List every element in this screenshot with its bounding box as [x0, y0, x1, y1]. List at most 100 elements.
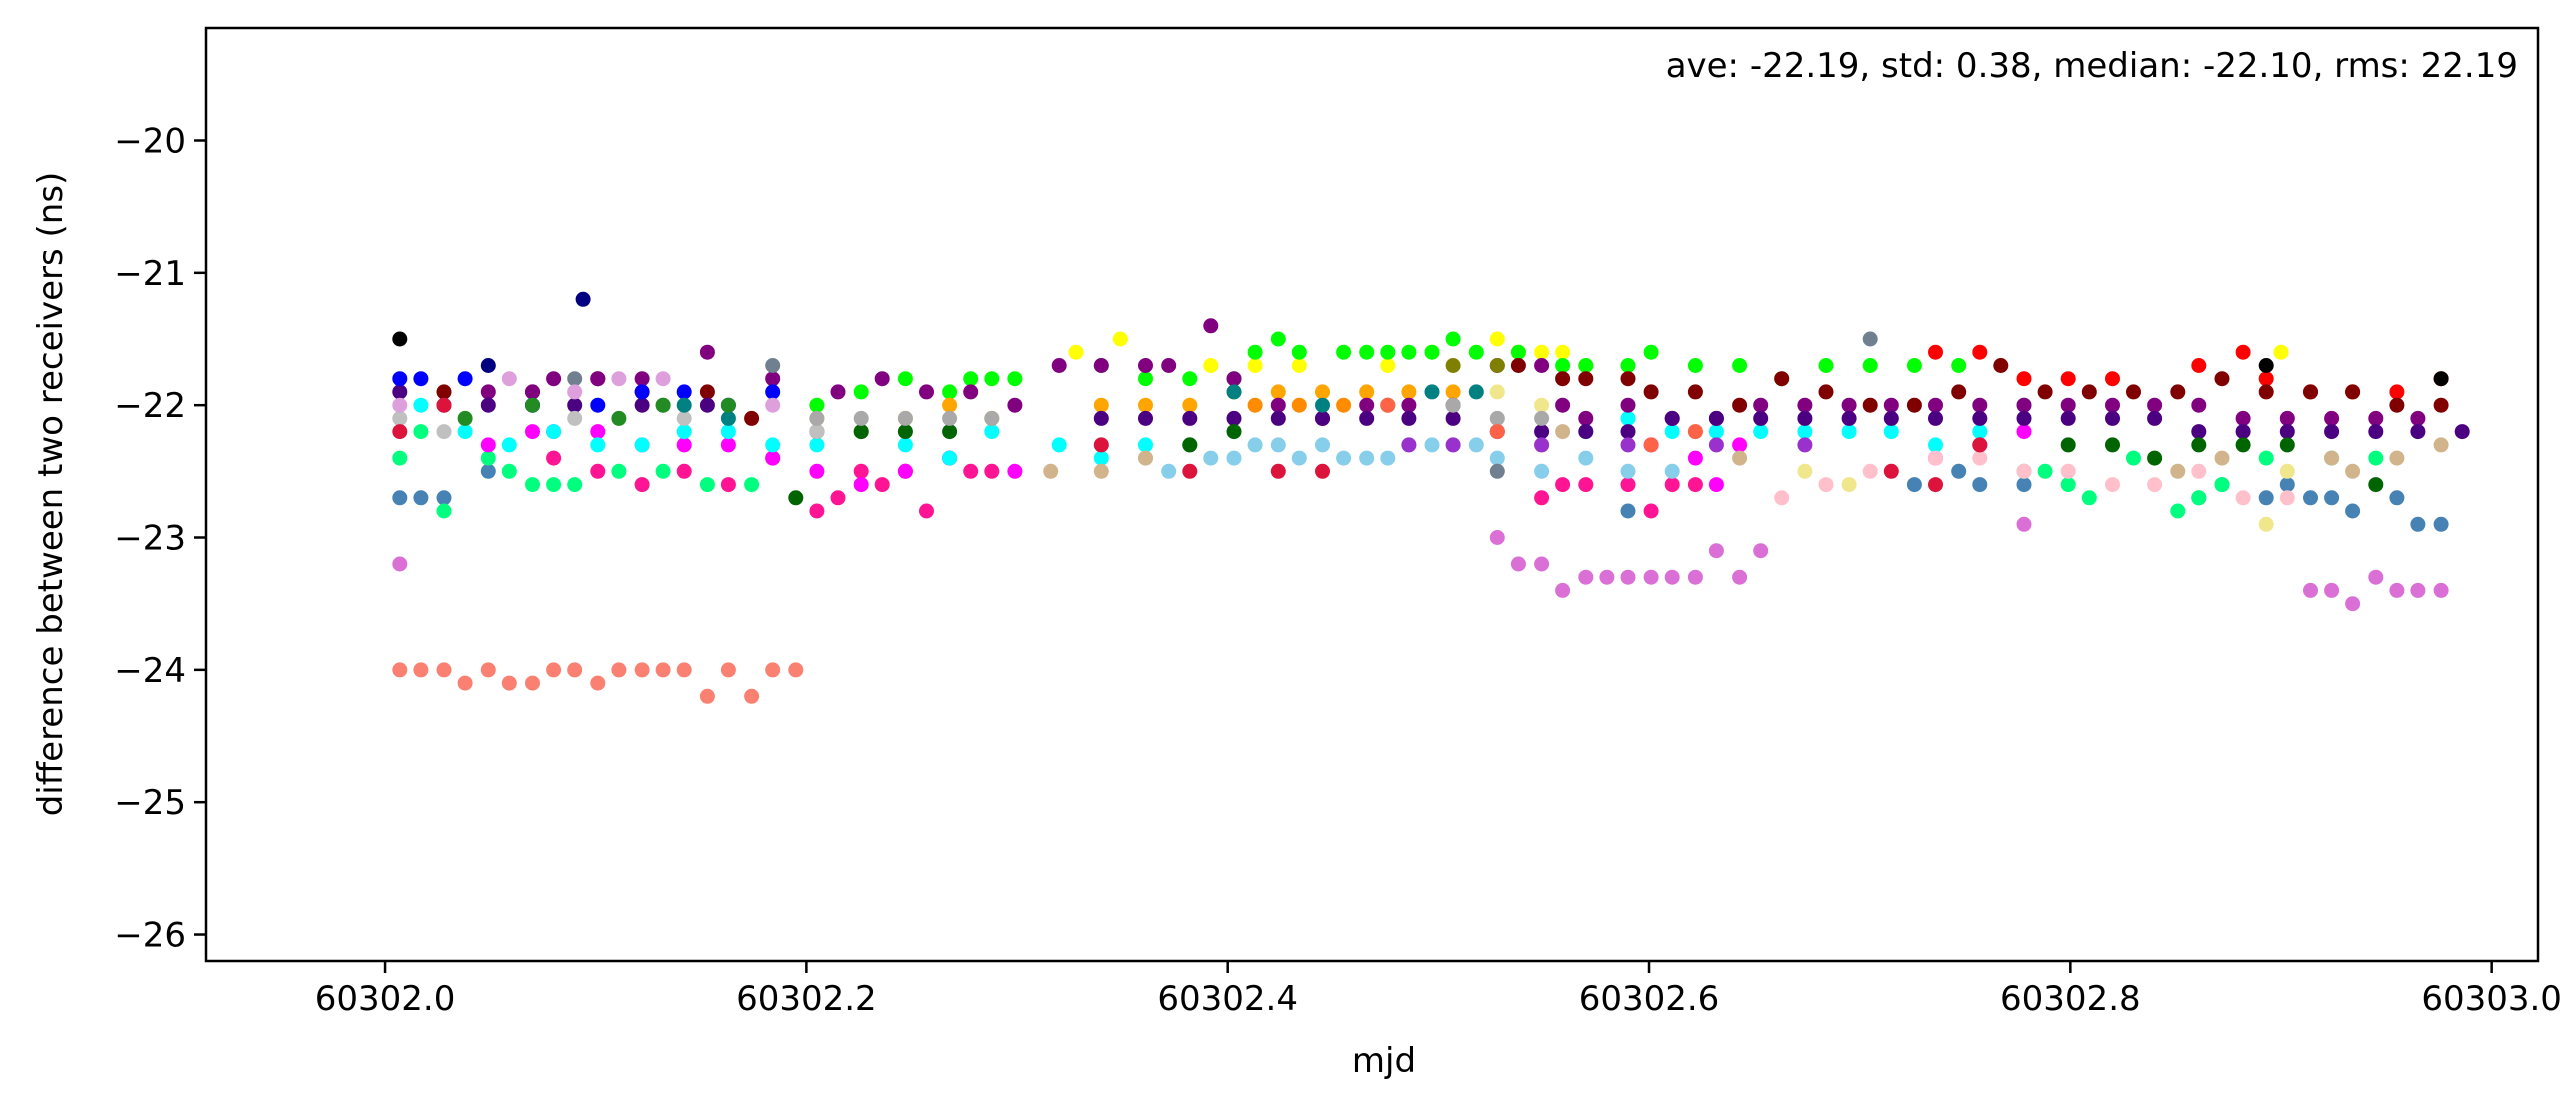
data-point-s3-18: [2170, 503, 2186, 519]
data-point-s17-38: [2454, 424, 2470, 440]
data-point-s5-1: [525, 424, 540, 440]
data-point-s17-24: [1841, 410, 1857, 426]
data-point-s10-5: [2279, 463, 2295, 479]
data-point-s3-8: [611, 463, 627, 479]
data-point-s1-17: [2345, 596, 2361, 612]
data-point-s27-2: [1643, 437, 1659, 453]
data-point-s17-10: [1226, 410, 1242, 426]
data-point-s13-7: [1182, 397, 1198, 413]
data-point-s16-24: [1534, 358, 1550, 373]
data-point-s5-3: [590, 424, 606, 440]
data-point-s15-21: [2126, 384, 2141, 400]
data-point-s0-18: [788, 662, 804, 678]
data-point-s12-19: [1445, 331, 1461, 347]
data-point-s13-5: [1093, 397, 1109, 413]
data-point-s22-4: [809, 424, 825, 440]
data-point-s19-4: [590, 397, 606, 413]
data-point-s2-12: [2279, 477, 2295, 493]
data-point-s17-22: [1753, 410, 1769, 426]
data-point-s14-7: [2258, 371, 2274, 387]
data-point-s13-12: [1401, 384, 1417, 400]
data-point-s16-14: [1138, 358, 1153, 373]
data-point-s1-14: [2016, 516, 2032, 532]
data-point-s0-2: [436, 662, 452, 678]
data-point-s8-4: [1972, 450, 1988, 466]
data-point-s12-1: [853, 384, 869, 400]
data-point-s29-2: [2433, 371, 2449, 387]
data-point-s17-12: [1315, 410, 1330, 426]
data-point-s12-4: [963, 371, 979, 387]
data-point-s13-6: [1138, 397, 1153, 413]
data-point-s17-8: [1138, 410, 1153, 426]
data-point-s3-10: [655, 463, 671, 479]
data-point-s19-1: [413, 371, 429, 387]
data-point-s1-5: [1578, 569, 1594, 585]
data-point-s21-4: [1862, 331, 1878, 347]
data-point-s16-17: [1226, 371, 1242, 387]
data-point-s30-7: [1928, 477, 1943, 493]
data-point-s3-19: [2191, 490, 2207, 506]
data-point-s6-21: [1708, 424, 1724, 440]
data-point-s16-35: [1972, 397, 1988, 413]
data-point-s1-3: [1534, 556, 1550, 572]
data-point-s16-18: [1270, 397, 1286, 413]
data-point-s3-6: [546, 477, 562, 493]
data-point-s19-6: [676, 384, 692, 400]
data-point-s13-13: [1445, 384, 1461, 400]
data-point-s8-5: [2016, 463, 2032, 479]
data-point-s17-4: [567, 397, 583, 413]
data-point-s3-7: [567, 477, 583, 493]
data-point-s9-2: [1138, 450, 1153, 466]
data-point-s9-12: [2389, 450, 2405, 466]
data-point-s5-16: [1732, 437, 1748, 453]
plot-area: [206, 28, 2538, 961]
data-point-s0-10: [611, 662, 627, 678]
data-point-s26-2: [1336, 397, 1352, 413]
data-point-s13-10: [1315, 384, 1330, 400]
data-point-s18-5: [1182, 437, 1198, 453]
data-point-s15-6: [1510, 358, 1526, 373]
data-point-s0-14: [699, 688, 715, 704]
data-point-s23-3: [942, 410, 958, 426]
data-point-s3-12: [744, 477, 760, 493]
data-point-s15-5: [744, 410, 760, 426]
data-point-s19-5: [634, 384, 650, 400]
data-point-s24-2: [1226, 384, 1242, 400]
data-point-s30-5: [1315, 463, 1330, 479]
y-tick-label: −21: [114, 254, 186, 294]
data-point-s17-26: [1928, 410, 1943, 426]
data-point-s14-1: [1972, 344, 1988, 360]
data-point-s2-13: [2303, 490, 2318, 506]
data-point-s11-0: [1068, 344, 1084, 360]
data-point-s31-4: [1708, 437, 1724, 453]
data-point-s4-1: [590, 463, 606, 479]
data-point-s16-13: [1093, 358, 1109, 373]
data-point-s0-6: [525, 675, 540, 691]
data-point-s7-16: [1489, 450, 1505, 466]
data-point-s2-16: [2389, 490, 2405, 506]
data-point-s7-2: [1161, 463, 1177, 479]
data-point-s10-1: [1534, 397, 1550, 413]
data-point-s31-0: [1401, 437, 1417, 453]
data-point-s17-17: [1534, 424, 1550, 440]
x-tick-label: 60302.0: [315, 979, 456, 1019]
y-tick-label: −20: [114, 121, 186, 161]
data-point-s9-7: [1732, 450, 1748, 466]
data-point-s0-13: [676, 662, 692, 678]
data-point-s5-10: [897, 463, 913, 479]
data-point-s12-21: [1510, 344, 1526, 360]
data-point-s9-10: [2324, 450, 2340, 466]
data-point-s11-9: [1534, 344, 1550, 360]
data-point-s17-29: [2060, 410, 2076, 426]
data-point-s13-11: [1359, 384, 1375, 400]
data-point-s2-1: [413, 490, 429, 506]
data-point-s1-7: [1620, 569, 1636, 585]
data-point-s16-41: [2235, 410, 2251, 426]
data-point-s15-19: [2037, 384, 2053, 400]
data-point-s12-18: [1424, 344, 1440, 360]
data-point-s30-6: [1883, 463, 1899, 479]
data-point-s31-2: [1534, 437, 1550, 453]
data-point-s0-0: [392, 662, 408, 678]
data-point-s8-1: [1818, 477, 1834, 493]
data-point-s30-0: [392, 424, 408, 440]
